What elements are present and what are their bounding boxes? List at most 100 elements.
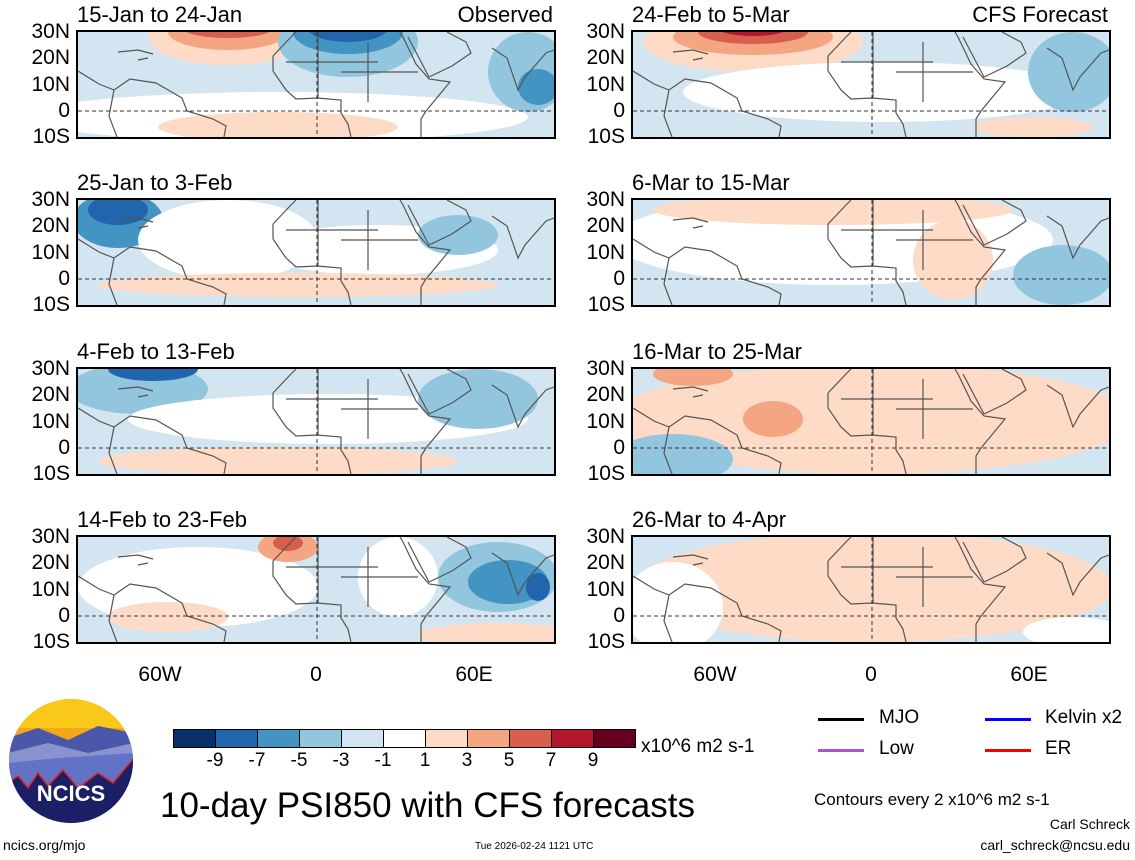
map-panel: [631, 535, 1111, 644]
lat-label: 30N: [31, 357, 70, 380]
lat-label: 10S: [587, 630, 625, 654]
colorbar-swatch: [594, 730, 635, 747]
lat-label: 10N: [31, 72, 70, 96]
colorbar-swatch: [426, 730, 468, 747]
lat-label: 20N: [31, 383, 70, 407]
lat-label: 10N: [586, 577, 625, 601]
lat-label: 10S: [32, 462, 70, 486]
colorbar-swatch: [258, 730, 300, 747]
lat-label: 10S: [32, 125, 70, 149]
lat-label: 10S: [32, 293, 70, 317]
colorbar-swatch: [300, 730, 342, 747]
lat-label: 20N: [586, 214, 625, 238]
colorbar-label: -9: [206, 750, 224, 771]
panel-title: 15-Jan to 24-Jan: [77, 2, 243, 27]
colorbar-label: -5: [290, 750, 308, 771]
panel-title: 16-Mar to 25-Mar: [632, 339, 802, 364]
lat-label: 0: [613, 266, 625, 290]
lat-label: 0: [58, 435, 70, 459]
legend-line-kelvin: [985, 718, 1031, 721]
lat-label: 10S: [587, 293, 625, 317]
panel-title: 6-Mar to 15-Mar: [632, 170, 790, 195]
map-panel: [631, 198, 1111, 307]
ncics-logo: NCICS: [8, 698, 134, 824]
colorbar-swatch: [510, 730, 552, 747]
legend-line-low: [818, 749, 864, 752]
lat-label: 0: [613, 98, 625, 122]
lat-label: 10N: [31, 577, 70, 601]
colorbar-label: 9: [587, 750, 599, 771]
colorbar-label: 5: [503, 750, 515, 771]
lat-label: 20N: [31, 214, 70, 238]
colorbar-label: -1: [374, 750, 392, 771]
lon-label: 0: [865, 663, 877, 686]
contours-note: Contours every 2 x10^6 m2 s-1: [814, 790, 1050, 809]
legend-line-er: [985, 749, 1031, 752]
lat-label: 10S: [587, 462, 625, 486]
email-link[interactable]: carl_schreck@ncsu.edu: [980, 837, 1130, 853]
lat-label: 30N: [586, 20, 625, 43]
panel-title: 14-Feb to 23-Feb: [77, 507, 247, 532]
lat-label: 10N: [31, 240, 70, 264]
logo-text: NCICS: [37, 781, 105, 806]
lat-label: 30N: [31, 20, 70, 43]
legend-label-kelvin: Kelvin x2: [1045, 707, 1123, 728]
map-panel: [76, 30, 556, 139]
lat-label: 30N: [31, 525, 70, 548]
panel-title: 24-Feb to 5-Mar: [632, 2, 790, 27]
lat-label: 0: [58, 266, 70, 290]
panel-tag: CFS Forecast: [972, 2, 1108, 27]
panel-tag: Observed: [457, 2, 553, 27]
panel-title: 4-Feb to 13-Feb: [77, 339, 235, 364]
lon-label: 0: [310, 663, 322, 686]
colorbar-label: 1: [419, 750, 431, 771]
lat-label: 10S: [32, 630, 70, 654]
colorbar-swatch: [174, 730, 216, 747]
colorbar-label: 7: [545, 750, 557, 771]
lat-label: 30N: [586, 188, 625, 211]
colorbar-swatch: [468, 730, 510, 747]
timestamp: Tue 2026-02-24 1121 UTC: [475, 841, 594, 852]
lat-label: 30N: [586, 357, 625, 380]
site-link[interactable]: ncics.org/mjo: [3, 837, 86, 853]
colorbar-swatch: [384, 730, 426, 747]
panel-title: 25-Jan to 3-Feb: [77, 170, 233, 195]
map-panel: [76, 535, 556, 644]
author: Carl Schreck: [1049, 816, 1130, 832]
lon-label: 60W: [138, 663, 182, 686]
legend-label-low: Low: [879, 738, 914, 759]
legend-label-mjo: MJO: [879, 707, 920, 728]
lat-label: 10N: [586, 240, 625, 264]
lat-label: 30N: [31, 188, 70, 211]
lat-label: 20N: [586, 46, 625, 70]
lat-label: 0: [58, 603, 70, 627]
lat-label: 10S: [587, 125, 625, 149]
lat-label: 0: [58, 98, 70, 122]
lat-label: 30N: [586, 525, 625, 548]
colorbar-units: x10^6 m2 s-1: [641, 736, 755, 757]
panel-title: 26-Mar to 4-Apr: [632, 507, 787, 532]
colorbar-label: -3: [332, 750, 350, 771]
colorbar-label: 3: [461, 750, 473, 771]
lon-label: 60W: [693, 663, 737, 686]
colorbar-swatch: [216, 730, 258, 747]
lat-label: 10N: [31, 409, 70, 433]
lat-label: 20N: [586, 383, 625, 407]
lat-label: 0: [613, 435, 625, 459]
figure-title: 10-day PSI850 with CFS forecasts: [160, 786, 695, 825]
map-panel: [76, 367, 556, 476]
lat-label: 10N: [586, 72, 625, 96]
lat-label: 20N: [31, 46, 70, 70]
lon-label: 60E: [455, 663, 493, 686]
colorbar-swatch: [342, 730, 384, 747]
colorbar: [173, 729, 636, 748]
lat-label: 20N: [31, 551, 70, 575]
map-panel: [631, 30, 1111, 139]
colorbar-swatch: [552, 730, 594, 747]
legend-label-er: ER: [1045, 738, 1072, 759]
lon-label: 60E: [1010, 663, 1048, 686]
map-panel: [631, 367, 1111, 476]
colorbar-label: -7: [248, 750, 266, 771]
lat-label: 0: [613, 603, 625, 627]
